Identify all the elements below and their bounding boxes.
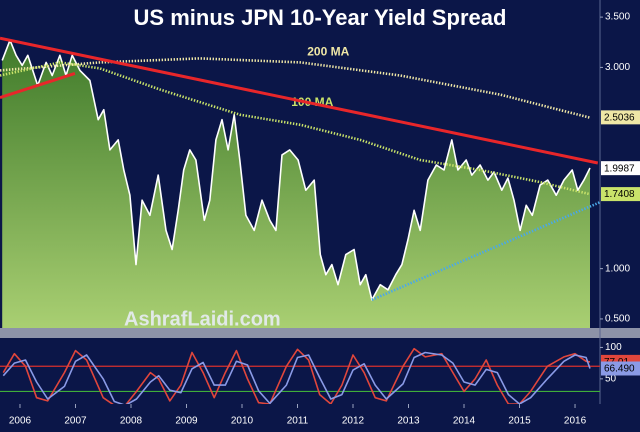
x-tick-label: 2016 [564,416,587,427]
value-box [601,110,640,125]
series-line [2,351,591,404]
x-tick-label: 2009 [175,416,198,427]
y-tick-label: 50 [605,373,617,384]
x-tick-label: 2013 [397,416,420,427]
x-tick-label: 2007 [64,416,87,427]
x-tick-label: 2006 [9,416,32,427]
series-label: 200 MA [307,45,349,59]
y-tick-label: 0.500 [605,314,630,325]
x-tick-label: 2011 [287,416,309,427]
x-tick-label: 2015 [508,416,531,427]
series-line [371,201,600,301]
series-line [2,347,591,404]
value-box [601,187,640,202]
chart-title: US minus JPN 10-Year Yield Spread [134,5,507,30]
value-box [601,161,640,176]
y-tick-label: 100 [605,342,622,353]
series-line [0,71,76,100]
series-line [0,61,591,196]
area-fill [2,40,590,328]
x-tick-label: 2010 [231,416,254,427]
value-box-label: 66.490 [604,364,635,375]
x-tick-label: 2008 [120,416,143,427]
x-axis-band [0,404,640,432]
series-line [0,36,599,165]
y-tick-label: 3.500 [605,12,630,23]
y-tick-label: 1.000 [605,263,630,274]
oscillator-panel [0,347,600,404]
y-tick-label: 3.000 [605,62,630,73]
series-line [1,39,591,301]
value-box [601,361,640,376]
overlay: 0.500 1.000 3.000 3.500 1.9987 2.5036 1.7408 50… [9,12,640,427]
value-box-label: 1.7408 [604,189,635,200]
series-line [0,57,591,119]
value-box-label: 2.5036 [604,112,635,123]
watermark: AshrafLaidi.com [124,308,281,330]
value-box-label: 1.9987 [604,163,635,174]
panel-separator [0,328,640,338]
x-tick-label: 2014 [453,416,476,427]
x-tick-label: 2012 [342,416,365,427]
